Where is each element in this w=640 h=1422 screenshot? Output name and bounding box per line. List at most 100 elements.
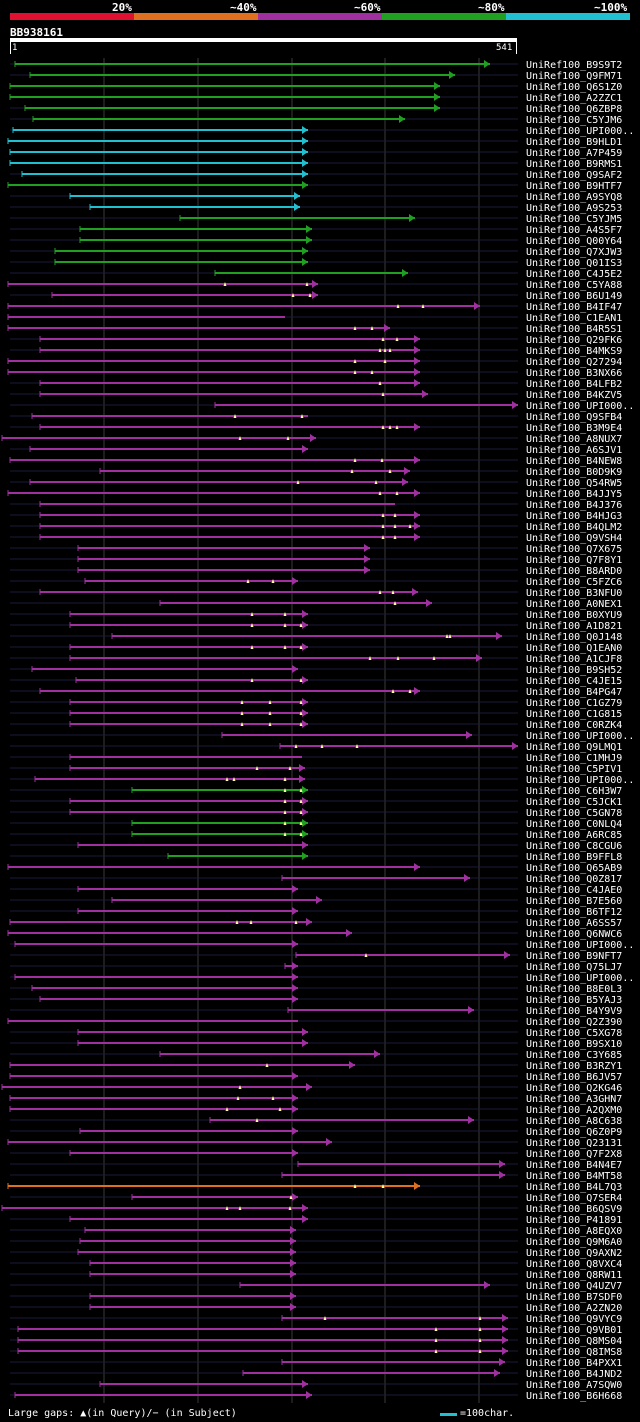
hit-label[interactable]: UniRef100_B6JV57 bbox=[526, 1072, 622, 1083]
hit-label[interactable]: UniRef100_Q1EAN0 bbox=[526, 643, 622, 654]
hit-row[interactable]: UniRef100_A7SQW0 bbox=[10, 1380, 622, 1391]
hit-label[interactable]: UniRef100_UPI000.. bbox=[526, 973, 634, 984]
hit-row[interactable]: UniRef100_C5GN78 bbox=[10, 808, 622, 819]
hit-row[interactable]: UniRef100_A6SJV1 bbox=[10, 445, 622, 456]
hit-label[interactable]: UniRef100_B9HTF7 bbox=[526, 181, 622, 192]
hit-label[interactable]: UniRef100_B4JJY5 bbox=[526, 489, 622, 500]
hit-row[interactable]: UniRef100_Q6NWC6 bbox=[7, 929, 622, 940]
hit-label[interactable]: UniRef100_P41891 bbox=[526, 1215, 622, 1226]
hit-label[interactable]: UniRef100_B4Y9V9 bbox=[526, 1006, 622, 1017]
hit-label[interactable]: UniRef100_C4JAE0 bbox=[526, 885, 622, 896]
hit-row[interactable]: UniRef100_C5XG78 bbox=[10, 1028, 622, 1039]
hit-label[interactable]: UniRef100_B4N4E7 bbox=[526, 1160, 622, 1171]
hit-row[interactable]: UniRef100_B4HJG3 bbox=[10, 511, 622, 522]
hit-row[interactable]: UniRef100_Q9M6A0 bbox=[10, 1237, 622, 1248]
hit-row[interactable]: UniRef100_B4NEW8 bbox=[9, 456, 622, 467]
hit-label[interactable]: UniRef100_A6SS57 bbox=[526, 918, 622, 929]
hit-label[interactable]: UniRef100_C6H3W7 bbox=[526, 786, 622, 797]
hit-label[interactable]: UniRef100_A8NUX7 bbox=[526, 434, 622, 445]
hit-row[interactable]: UniRef100_B9SH52 bbox=[10, 665, 622, 676]
hit-row[interactable]: UniRef100_Q2KG46 bbox=[1, 1083, 622, 1094]
hit-row[interactable]: UniRef100_Q9VB01 bbox=[10, 1325, 622, 1336]
hit-label[interactable]: UniRef100_B0XYU9 bbox=[526, 610, 622, 621]
hit-row[interactable]: UniRef100_Q9LMQ1 bbox=[10, 742, 622, 753]
hit-label[interactable]: UniRef100_C1G815 bbox=[526, 709, 622, 720]
hit-row[interactable]: UniRef100_Q9AXN2 bbox=[10, 1248, 622, 1259]
hit-label[interactable]: UniRef100_A7P459 bbox=[526, 148, 622, 159]
hit-row[interactable]: UniRef100_B9FFL8 bbox=[10, 852, 622, 863]
hit-label[interactable]: UniRef100_B4L7Q3 bbox=[526, 1182, 622, 1193]
hit-row[interactable]: UniRef100_B4JJY5 bbox=[7, 489, 622, 500]
hit-row[interactable]: UniRef100_B5YAJ3 bbox=[10, 995, 622, 1006]
hit-row[interactable]: UniRef100_B4LFB2 bbox=[10, 379, 622, 390]
hit-label[interactable]: UniRef100_B0D9K9 bbox=[526, 467, 622, 478]
hit-label[interactable]: UniRef100_B6U149 bbox=[526, 291, 622, 302]
hit-label[interactable]: UniRef100_Q9FM71 bbox=[526, 71, 622, 82]
hit-label[interactable]: UniRef100_B9FFL8 bbox=[526, 852, 622, 863]
hit-label[interactable]: UniRef100_Q0J148 bbox=[526, 632, 622, 643]
hit-label[interactable]: UniRef100_A6RC85 bbox=[526, 830, 622, 841]
hit-label[interactable]: UniRef100_Q7XJW3 bbox=[526, 247, 622, 258]
hit-label[interactable]: UniRef100_C5YJM6 bbox=[526, 115, 622, 126]
hit-label[interactable]: UniRef100_B4IF47 bbox=[526, 302, 622, 313]
hit-label[interactable]: UniRef100_C5PIV1 bbox=[526, 764, 622, 775]
hit-row[interactable]: UniRef100_Q8IMS8 bbox=[10, 1347, 622, 1358]
hit-label[interactable]: UniRef100_UPI000.. bbox=[526, 126, 634, 137]
hit-row[interactable]: UniRef100_UPI000.. bbox=[10, 973, 634, 984]
hit-row[interactable]: UniRef100_Q2Z390 bbox=[7, 1017, 622, 1028]
hit-row[interactable]: UniRef100_Q0Z817 bbox=[10, 874, 622, 885]
hit-row[interactable]: UniRef100_Q6ZBP8 bbox=[10, 104, 622, 115]
hit-row[interactable]: UniRef100_C0RZK4 bbox=[10, 720, 622, 731]
hit-row[interactable]: UniRef100_B4JND2 bbox=[10, 1369, 622, 1380]
hit-row[interactable]: UniRef100_A1CJF8 bbox=[10, 654, 622, 665]
hit-label[interactable]: UniRef100_Q27294 bbox=[526, 357, 622, 368]
hit-label[interactable]: UniRef100_B4KZV5 bbox=[526, 390, 622, 401]
hit-label[interactable]: UniRef100_UPI000.. bbox=[526, 731, 634, 742]
hit-label[interactable]: UniRef100_Q65AB9 bbox=[526, 863, 622, 874]
hit-row[interactable]: UniRef100_Q54RW5 bbox=[10, 478, 622, 489]
hit-label[interactable]: UniRef100_C1MHJ9 bbox=[526, 753, 622, 764]
hit-label[interactable]: UniRef100_Q7F8Y1 bbox=[526, 555, 622, 566]
hit-label[interactable]: UniRef100_Q75LJ7 bbox=[526, 962, 622, 973]
hit-row[interactable]: UniRef100_A2ZN20 bbox=[10, 1303, 622, 1314]
hit-row[interactable]: UniRef100_B7E560 bbox=[10, 896, 622, 907]
hit-label[interactable]: UniRef100_A3GHN7 bbox=[526, 1094, 622, 1105]
hit-row[interactable]: UniRef100_A0NEX1 bbox=[10, 599, 622, 610]
hit-row[interactable]: UniRef100_A3GHN7 bbox=[9, 1094, 622, 1105]
hit-row[interactable]: UniRef100_Q8MS04 bbox=[10, 1336, 622, 1347]
hit-row[interactable]: UniRef100_C1MHJ9 bbox=[10, 753, 622, 764]
hit-row[interactable]: UniRef100_Q8VXC4 bbox=[10, 1259, 622, 1270]
hit-label[interactable]: UniRef100_Q9VB01 bbox=[526, 1325, 622, 1336]
hit-label[interactable]: UniRef100_Q7X675 bbox=[526, 544, 622, 555]
hit-label[interactable]: UniRef100_C0RZK4 bbox=[526, 720, 622, 731]
hit-label[interactable]: UniRef100_B8E0L3 bbox=[526, 984, 622, 995]
hit-label[interactable]: UniRef100_B3NFU0 bbox=[526, 588, 622, 599]
hit-row[interactable]: UniRef100_B3NFU0 bbox=[10, 588, 622, 599]
hit-label[interactable]: UniRef100_Q9AXN2 bbox=[526, 1248, 622, 1259]
hit-label[interactable]: UniRef100_A8EQX0 bbox=[526, 1226, 622, 1237]
hit-row[interactable]: UniRef100_A8NUX7 bbox=[1, 434, 622, 445]
hit-row[interactable]: UniRef100_A1D821 bbox=[10, 621, 622, 632]
hit-label[interactable]: UniRef100_UPI000.. bbox=[526, 940, 634, 951]
hit-row[interactable]: UniRef100_B8ARD0 bbox=[10, 566, 622, 577]
hit-row[interactable]: UniRef100_C8CGU6 bbox=[10, 841, 622, 852]
hit-row[interactable]: UniRef100_C5FZC6 bbox=[10, 577, 622, 588]
hit-row[interactable]: UniRef100_B0XYU9 bbox=[10, 610, 622, 621]
hit-row[interactable]: UniRef100_A8EQX0 bbox=[10, 1226, 622, 1237]
hit-row[interactable]: UniRef100_A2QXM0 bbox=[9, 1105, 622, 1116]
hit-label[interactable]: UniRef100_A8C638 bbox=[526, 1116, 622, 1127]
hit-row[interactable]: UniRef100_UPI000.. bbox=[10, 401, 634, 412]
hit-row[interactable]: UniRef100_Q9VYC9 bbox=[10, 1314, 622, 1325]
hit-label[interactable]: UniRef100_Q9VSH4 bbox=[526, 533, 622, 544]
hit-label[interactable]: UniRef100_B4QLM2 bbox=[526, 522, 622, 533]
hit-label[interactable]: UniRef100_B4PG47 bbox=[526, 687, 622, 698]
hit-label[interactable]: UniRef100_B4HJG3 bbox=[526, 511, 622, 522]
hit-label[interactable]: UniRef100_Q9SFB4 bbox=[526, 412, 622, 423]
hit-row[interactable]: UniRef100_C5YA88 bbox=[7, 280, 622, 291]
hit-label[interactable]: UniRef100_C4J5E2 bbox=[526, 269, 622, 280]
hit-row[interactable]: UniRef100_P41891 bbox=[10, 1215, 622, 1226]
hit-row[interactable]: UniRef100_B6U149 bbox=[10, 291, 622, 302]
hit-label[interactable]: UniRef100_C1EAN1 bbox=[526, 313, 622, 324]
hit-label[interactable]: UniRef100_Q54RW5 bbox=[526, 478, 622, 489]
hit-label[interactable]: UniRef100_Q4UZV7 bbox=[526, 1281, 622, 1292]
